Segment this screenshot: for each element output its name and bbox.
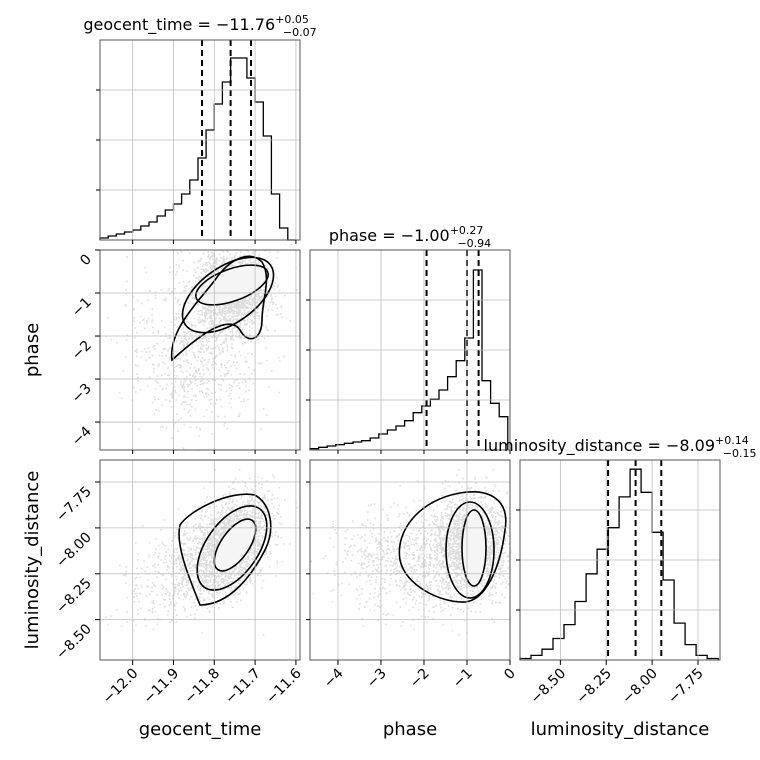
histogram-phase xyxy=(309,269,509,450)
y-tick-label: −2 xyxy=(69,338,95,364)
x-tick-label: −11.9 xyxy=(141,666,183,708)
x-tick-label: −11.7 xyxy=(222,666,264,708)
contour-outer-2 xyxy=(171,255,268,362)
ylabel-luminosity-distance: luminosity_distance xyxy=(22,471,43,650)
contour-mid xyxy=(445,501,495,599)
x-tick-label: −11.6 xyxy=(263,665,305,707)
x-tick-label: −12.0 xyxy=(100,666,142,708)
y-tick-label: −8.25 xyxy=(53,575,95,617)
title-luminosity-distance: luminosity_distance = −8.09+0.14 −0.15 xyxy=(484,434,757,460)
x-tick-label: −11.8 xyxy=(181,666,223,708)
y-tick-label: −1 xyxy=(69,295,95,321)
title-geocent-time: geocent_time = −11.76+0.05 −0.07 xyxy=(83,13,316,39)
y-tick-label: −3 xyxy=(69,381,95,407)
panel-frame xyxy=(99,459,301,661)
x-tick-label: −2 xyxy=(407,666,433,692)
y-tick-label: −4 xyxy=(69,423,95,449)
contour-inner xyxy=(461,509,487,587)
x-tick-label: −8.50 xyxy=(528,666,570,708)
xlabel-luminosity-distance: luminosity_distance xyxy=(531,719,710,740)
histogram-luminosity_distance xyxy=(519,468,719,660)
title-phase: phase = −1.00+0.27 −0.94 xyxy=(329,224,491,250)
panel-bg xyxy=(100,460,300,660)
x-tick-label: −7.75 xyxy=(665,666,707,708)
panel-frame xyxy=(99,249,301,451)
contour-mid xyxy=(196,505,268,591)
x-tick-label: −8.25 xyxy=(573,666,615,708)
xlabel-phase: phase xyxy=(383,719,437,740)
panel-frame xyxy=(309,459,511,661)
panel-frames xyxy=(99,39,721,661)
scatter-points xyxy=(105,468,298,636)
y-tick-label: −7.75 xyxy=(53,484,95,526)
histogram-geocent_time xyxy=(99,57,296,241)
x-tick-label: −8.00 xyxy=(619,666,661,708)
xlabel-geocent-time: geocent_time xyxy=(139,719,262,740)
contour-inner xyxy=(213,518,257,572)
contour-outer xyxy=(181,256,275,334)
x-tick-label: −4 xyxy=(321,665,347,691)
ylabel-phase: phase xyxy=(22,323,43,377)
x-tick-label: −3 xyxy=(364,666,390,692)
x-tick-label: 0 xyxy=(501,666,519,684)
y-tick-label: −8.50 xyxy=(53,621,95,663)
y-tick-label: 0 xyxy=(77,252,95,270)
y-tick-label: −8.00 xyxy=(53,529,95,571)
x-tick-label: −1 xyxy=(450,666,476,692)
panel-bg xyxy=(100,250,300,450)
